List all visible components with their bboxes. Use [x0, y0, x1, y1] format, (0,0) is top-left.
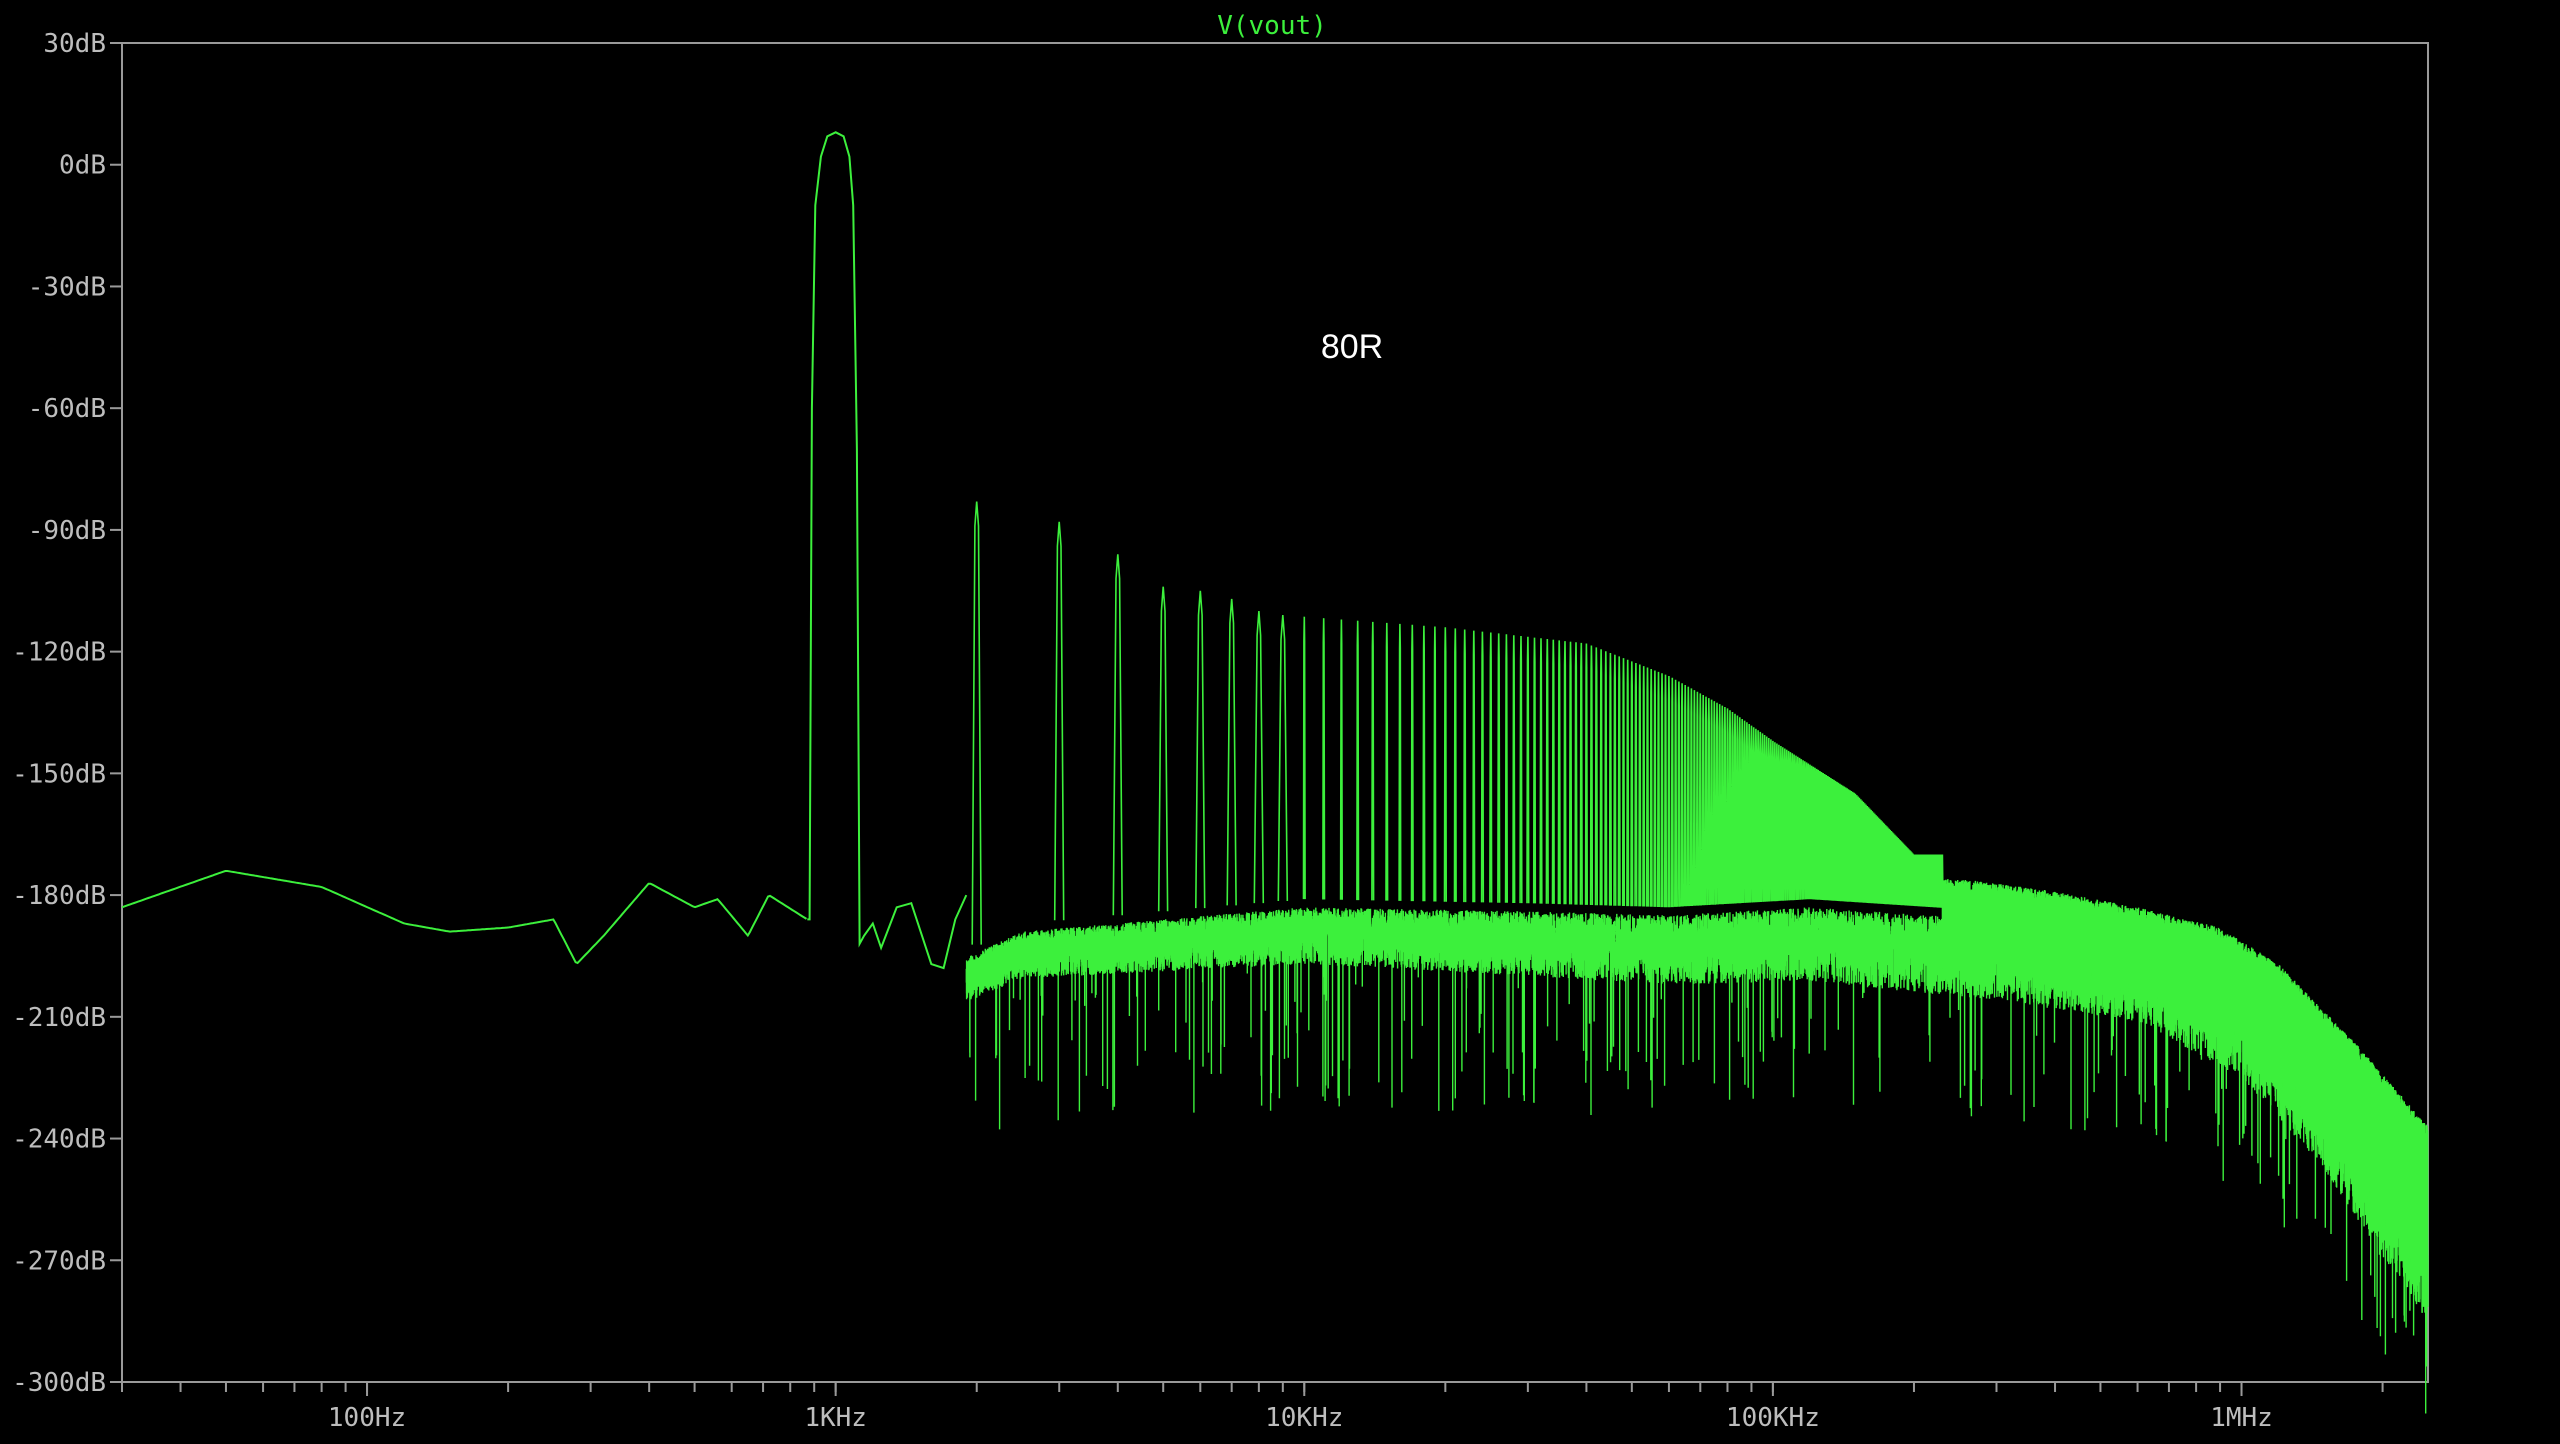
y-tick-label: -270dB	[12, 1246, 106, 1276]
chart-title: V(vout)	[1217, 11, 1327, 41]
trace-low-floor	[121, 870, 808, 965]
trace-group	[121, 131, 2429, 1414]
y-tick-label: -120dB	[12, 638, 106, 668]
trace-hf-envelope	[1941, 879, 2429, 1281]
y-tick-label: 30dB	[43, 29, 106, 59]
trace-annotation: 80R	[1321, 328, 1383, 366]
x-tick-label: 1MHz	[2210, 1403, 2273, 1433]
y-tick-label: -240dB	[12, 1125, 106, 1155]
y-tick-label: -60dB	[28, 394, 106, 424]
trace-harmonics	[971, 501, 1944, 945]
x-tick-label: 10KHz	[1265, 1403, 1343, 1433]
axes-group: 30dB 0dB -30dB -60dB -90dB -120dB -150dB -180dB…	[12, 29, 2429, 1433]
y-tick-label: -30dB	[28, 272, 106, 302]
x-tick-label: 1KHz	[804, 1403, 867, 1433]
y-tick-label: -150dB	[12, 759, 106, 789]
x-tick-label: 100Hz	[328, 1403, 406, 1433]
x-tick-label: 100KHz	[1726, 1403, 1820, 1433]
y-tick-label: -90dB	[28, 516, 106, 546]
y-tick-label: -300dB	[12, 1368, 106, 1398]
y-tick-label: -210dB	[12, 1003, 106, 1033]
plot-frame	[121, 42, 2429, 1383]
trace-fundamental	[807, 131, 968, 970]
y-tick-label: -180dB	[12, 881, 106, 911]
y-tick-label: 0dB	[59, 151, 106, 181]
